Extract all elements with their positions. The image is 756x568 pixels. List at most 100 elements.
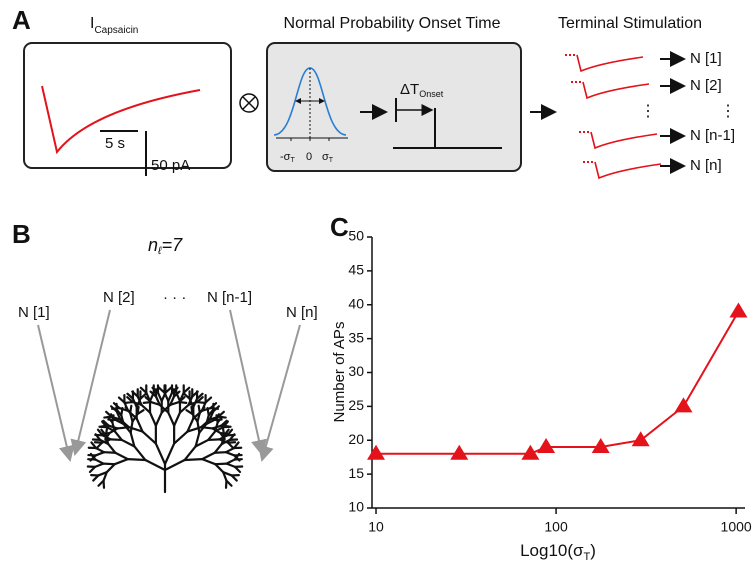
- y-axis-label: Number of APs: [331, 322, 348, 423]
- marker: [591, 438, 610, 454]
- branch: [97, 471, 108, 477]
- branch: [195, 392, 204, 400]
- branch: [126, 396, 134, 404]
- branch: [194, 438, 210, 448]
- branch: [173, 411, 182, 427]
- branch: [214, 462, 228, 466]
- arrow: [37, 324, 75, 462]
- branch: [154, 442, 167, 466]
- marker: [674, 397, 693, 413]
- x-axis-label: Log10(σT): [520, 541, 596, 562]
- branch: [109, 438, 123, 442]
- current-title: ICapsaicin: [90, 15, 138, 35]
- input-label: N [1]: [18, 304, 50, 321]
- branch: [129, 404, 133, 415]
- branch: [144, 458, 167, 472]
- branch: [148, 411, 157, 427]
- trace: [576, 54, 644, 73]
- arrow: [229, 309, 267, 456]
- branch: [156, 391, 163, 403]
- x-tick-label: 1000: [721, 519, 752, 535]
- branch: [144, 396, 153, 404]
- branch: [224, 446, 236, 454]
- title-sub: Capsaicin: [94, 25, 138, 36]
- convolve-icon: [239, 93, 259, 113]
- branch: [196, 420, 201, 434]
- branch: [225, 458, 236, 465]
- panel-label: B: [12, 219, 31, 249]
- input-label: N [n-1]: [207, 289, 252, 306]
- input-label: N [n]: [286, 304, 318, 321]
- branch: [122, 422, 132, 434]
- branch: [191, 412, 199, 423]
- input-label: N [2]: [103, 289, 135, 306]
- branch: [102, 471, 108, 482]
- branch: [135, 417, 144, 433]
- branch: [167, 411, 176, 427]
- output-label: N [n-1]: [690, 127, 735, 144]
- branch: [113, 458, 129, 466]
- branch: [102, 419, 110, 427]
- branch: [169, 395, 176, 406]
- branch: [196, 400, 206, 404]
- branch: [213, 442, 223, 454]
- series-line: [376, 311, 740, 455]
- trace: [590, 131, 658, 150]
- branch: [205, 414, 210, 426]
- branch: [207, 408, 215, 417]
- y-tick-label: 10: [348, 499, 364, 515]
- branch: [158, 403, 170, 414]
- t: -σ: [280, 151, 291, 163]
- branch: [154, 411, 163, 427]
- branch: [139, 392, 147, 400]
- branch: [214, 421, 219, 433]
- y-tick-label: 20: [348, 431, 364, 447]
- gauss-tick: σT: [322, 151, 334, 164]
- branch: [131, 412, 139, 423]
- branch: [113, 430, 123, 442]
- branch: [101, 434, 112, 441]
- t: T: [584, 551, 591, 563]
- branch: [178, 403, 190, 414]
- branch: [204, 396, 213, 404]
- y-tick-label: 15: [348, 465, 364, 481]
- branch: [194, 431, 201, 448]
- branch: [129, 420, 134, 434]
- branch: [118, 406, 130, 412]
- branch: [136, 395, 143, 406]
- marker: [631, 431, 650, 447]
- tree: [86, 384, 244, 494]
- trace: [594, 161, 662, 180]
- t: T: [329, 157, 334, 164]
- branch: [183, 458, 204, 462]
- current-trace: [41, 85, 201, 155]
- marker: [521, 444, 540, 460]
- branch: [212, 405, 220, 413]
- branch: [94, 458, 105, 465]
- onset-title: Normal Probability Onset Time: [284, 15, 501, 32]
- y-tick-label: 25: [348, 397, 364, 413]
- branch: [109, 413, 117, 421]
- branch: [200, 406, 212, 412]
- t: Log10(σ: [520, 541, 584, 560]
- branch: [169, 400, 181, 406]
- branch: [101, 420, 108, 429]
- x-tick-label: 100: [544, 519, 568, 535]
- branch: [96, 428, 104, 437]
- plot: 10 15 20 25 30 35 40 45 50 10 100 1000: [348, 228, 751, 535]
- branch: [201, 458, 217, 466]
- branch: [163, 458, 186, 472]
- branch: [214, 463, 225, 474]
- branch: [129, 411, 134, 423]
- branch: [105, 426, 116, 433]
- branch: [175, 391, 182, 403]
- branch: [220, 438, 231, 446]
- branch: [111, 421, 116, 433]
- gauss-tick: -σT: [280, 151, 295, 164]
- branch: [93, 462, 105, 468]
- y-tick-label: 40: [348, 295, 364, 311]
- branch: [230, 474, 238, 482]
- axis-ticks: [290, 138, 330, 141]
- branch: [90, 441, 98, 450]
- branch: [105, 463, 116, 474]
